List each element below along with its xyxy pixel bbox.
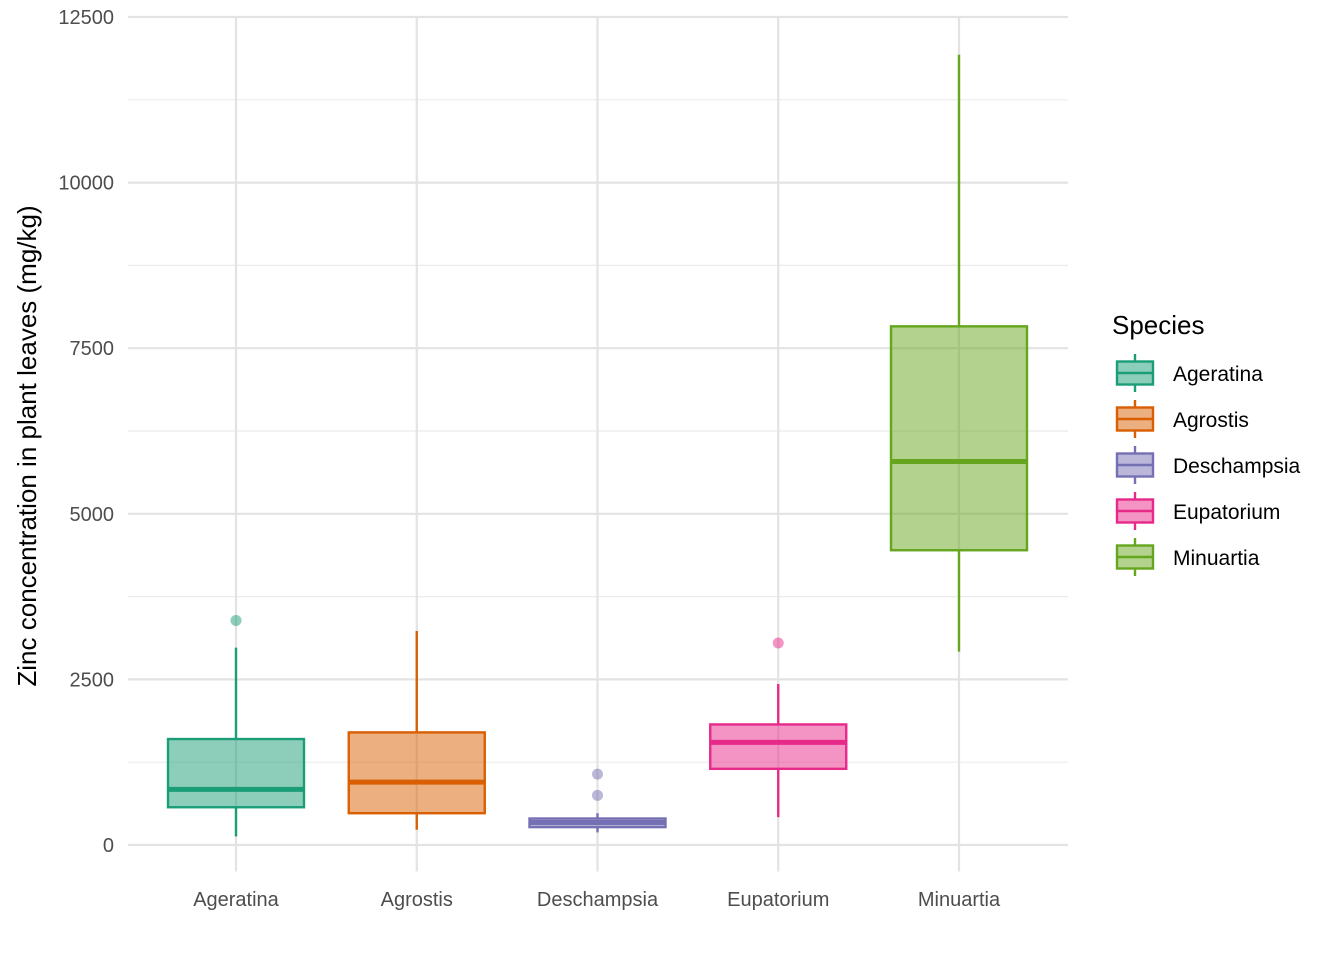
x-tick-label: Ageratina <box>193 889 279 911</box>
outlier-point <box>772 637 784 649</box>
y-tick-label: 10000 <box>58 173 114 195</box>
legend-item-deschampsia: Deschampsia <box>1115 446 1301 484</box>
box-series <box>166 54 1029 837</box>
legend-item-ageratina: Ageratina <box>1115 354 1263 392</box>
legend-label: Agrostis <box>1173 409 1249 432</box>
x-tick-label: Deschampsia <box>537 889 659 911</box>
box-iqr <box>347 731 486 815</box>
y-tick-label: 5000 <box>70 504 115 526</box>
y-tick-label: 7500 <box>70 338 115 360</box>
y-tick-label: 12500 <box>58 7 114 29</box>
outlier-point <box>592 789 603 801</box>
box-agrostis <box>347 631 486 830</box>
x-axis: Ageratina Agrostis Deschampsia Eupatorium Mi… <box>193 889 1001 911</box>
box-deschampsia <box>528 768 667 833</box>
legend-label: Ageratina <box>1173 363 1263 386</box>
legend-item-minuartia: Minuartia <box>1115 538 1260 576</box>
box-minuartia <box>889 54 1029 652</box>
legend-item-agrostis: Agrostis <box>1115 400 1249 438</box>
x-tick-label: Minuartia <box>918 889 1001 911</box>
y-tick-label: 0 <box>103 835 114 857</box>
box-iqr <box>889 325 1029 552</box>
x-tick-label: Agrostis <box>381 889 453 911</box>
box-iqr <box>709 723 848 771</box>
legend-label: Eupatorium <box>1173 501 1280 524</box>
box-iqr <box>166 737 306 809</box>
legend: Species Ageratina Agrostis Deschampsia Eupa… <box>1112 310 1301 576</box>
legend-title: Species <box>1112 310 1205 340</box>
legend-label: Minuartia <box>1173 547 1260 570</box>
y-axis: 0 2500 5000 7500 10000 12500 <box>58 7 114 857</box>
y-tick-label: 2500 <box>70 669 115 691</box>
x-tick-label: Eupatorium <box>727 889 829 911</box>
legend-item-eupatorium: Eupatorium <box>1115 492 1280 530</box>
box-eupatorium <box>709 637 848 818</box>
legend-label: Deschampsia <box>1173 455 1301 478</box>
box-ageratina <box>166 614 306 837</box>
y-axis-title: Zinc concentration in plant leaves (mg/k… <box>12 205 42 686</box>
outlier-point <box>230 614 242 626</box>
outlier-point <box>592 768 603 780</box>
